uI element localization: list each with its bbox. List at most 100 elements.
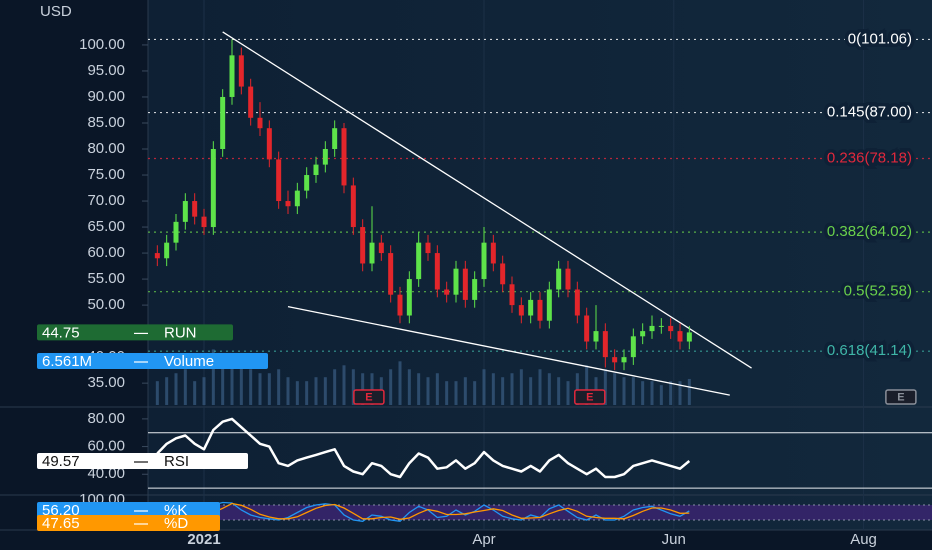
candle-body: [416, 242, 422, 280]
rsi-tick-label: 80.00: [87, 410, 125, 427]
volume-bar: [491, 373, 495, 405]
candle-body: [500, 263, 506, 285]
volume-bar: [211, 349, 215, 405]
candle-body: [257, 117, 263, 129]
candle-body: [481, 242, 487, 280]
y-tick-label: 75.00: [87, 166, 125, 183]
candle-body: [472, 279, 478, 300]
volume-bar: [239, 365, 243, 405]
value-tag: [37, 324, 233, 341]
value-tag: [37, 515, 220, 531]
volume-bar: [230, 357, 234, 405]
rsi-tick-label: 60.00: [87, 438, 125, 455]
candle-body: [369, 242, 375, 264]
y-tick-label: 55.00: [87, 270, 125, 287]
volume-bar: [659, 385, 663, 405]
candle-body: [677, 331, 683, 342]
volume-bar: [678, 381, 682, 405]
candle-body: [388, 253, 394, 295]
rsi-tick-label: 40.00: [87, 465, 125, 482]
volume-bar: [547, 373, 551, 405]
value-tag: [37, 453, 248, 470]
candle-body: [509, 284, 515, 306]
candle-body: [378, 242, 384, 254]
rsi-line: [156, 417, 691, 479]
volume-bar: [221, 353, 225, 405]
candle-body: [434, 253, 440, 290]
candle-body: [285, 201, 291, 207]
candle-body: [304, 175, 310, 191]
value-tag-name: RUN: [164, 324, 197, 341]
volume-bar: [155, 381, 159, 405]
candle-body: [444, 289, 450, 295]
volume-bar: [295, 381, 299, 405]
stoch-band: [148, 505, 932, 520]
candle-body: [406, 279, 412, 316]
event-label: E: [365, 391, 372, 403]
candle-body: [686, 332, 692, 342]
candle-body: [453, 268, 459, 295]
candle-body: [621, 357, 627, 363]
volume-bar: [193, 381, 197, 405]
volume-bar: [258, 373, 262, 405]
volume-bar: [351, 369, 355, 405]
volume-bar: [426, 377, 430, 405]
volume-bar: [407, 369, 411, 405]
y-tick-label: 95.00: [87, 62, 125, 79]
volume-bar: [538, 369, 542, 405]
value-tag: [37, 353, 268, 369]
candle-body: [612, 357, 618, 363]
candle-body: [556, 268, 562, 290]
volume-bar: [333, 369, 337, 405]
event-label: E: [897, 391, 904, 403]
candle-body: [173, 221, 179, 243]
y-tick-label: 85.00: [87, 114, 125, 131]
x-tick-label: Apr: [472, 531, 495, 548]
candle-body: [490, 242, 496, 264]
candle-body: [210, 149, 216, 228]
y-tick-label: 60.00: [87, 244, 125, 261]
volume-bar: [435, 373, 439, 405]
candle-body: [397, 294, 403, 316]
candle-body: [238, 55, 244, 87]
event-label: E: [586, 391, 593, 403]
trendline: [287, 306, 730, 396]
volume-bar: [650, 381, 654, 405]
candle-body: [518, 305, 524, 316]
chart-layer: 2021AprJunAug35.0040.0045.0050.0055.0060…: [37, 0, 932, 548]
volume-bar: [585, 365, 589, 405]
plot-area: [148, 0, 932, 530]
candle-body: [154, 253, 160, 259]
volume-bar: [473, 381, 477, 405]
candle-body: [341, 128, 347, 186]
value-tag-value: 47.65: [42, 515, 80, 532]
candle-body: [332, 128, 338, 150]
x-tick-label: Aug: [850, 531, 877, 548]
candle-body: [182, 201, 188, 222]
trendline: [222, 31, 752, 369]
volume-bar: [454, 381, 458, 405]
volume-bar: [398, 361, 402, 405]
volume-bar: [669, 381, 673, 405]
volume-bar: [183, 369, 187, 405]
candle-body: [546, 289, 552, 321]
volume-bar: [557, 377, 561, 405]
volume-bar: [323, 377, 327, 405]
stoch-line: [157, 502, 690, 520]
candle-body: [584, 315, 590, 342]
volume-bar: [305, 381, 309, 405]
volume-bar: [501, 377, 505, 405]
candle-body: [322, 149, 328, 165]
y-tick-label: 35.00: [87, 374, 125, 391]
candle-body: [630, 336, 636, 358]
volume-bar: [165, 377, 169, 405]
candle-body: [266, 128, 272, 160]
volume-bar: [510, 373, 514, 405]
candle-body: [201, 216, 207, 228]
y-tick-label: 50.00: [87, 296, 125, 313]
volume-bar: [641, 381, 645, 405]
fib-label: 0.145(87.00): [827, 104, 912, 121]
candle-body: [668, 325, 674, 332]
volume-bar: [389, 369, 393, 405]
